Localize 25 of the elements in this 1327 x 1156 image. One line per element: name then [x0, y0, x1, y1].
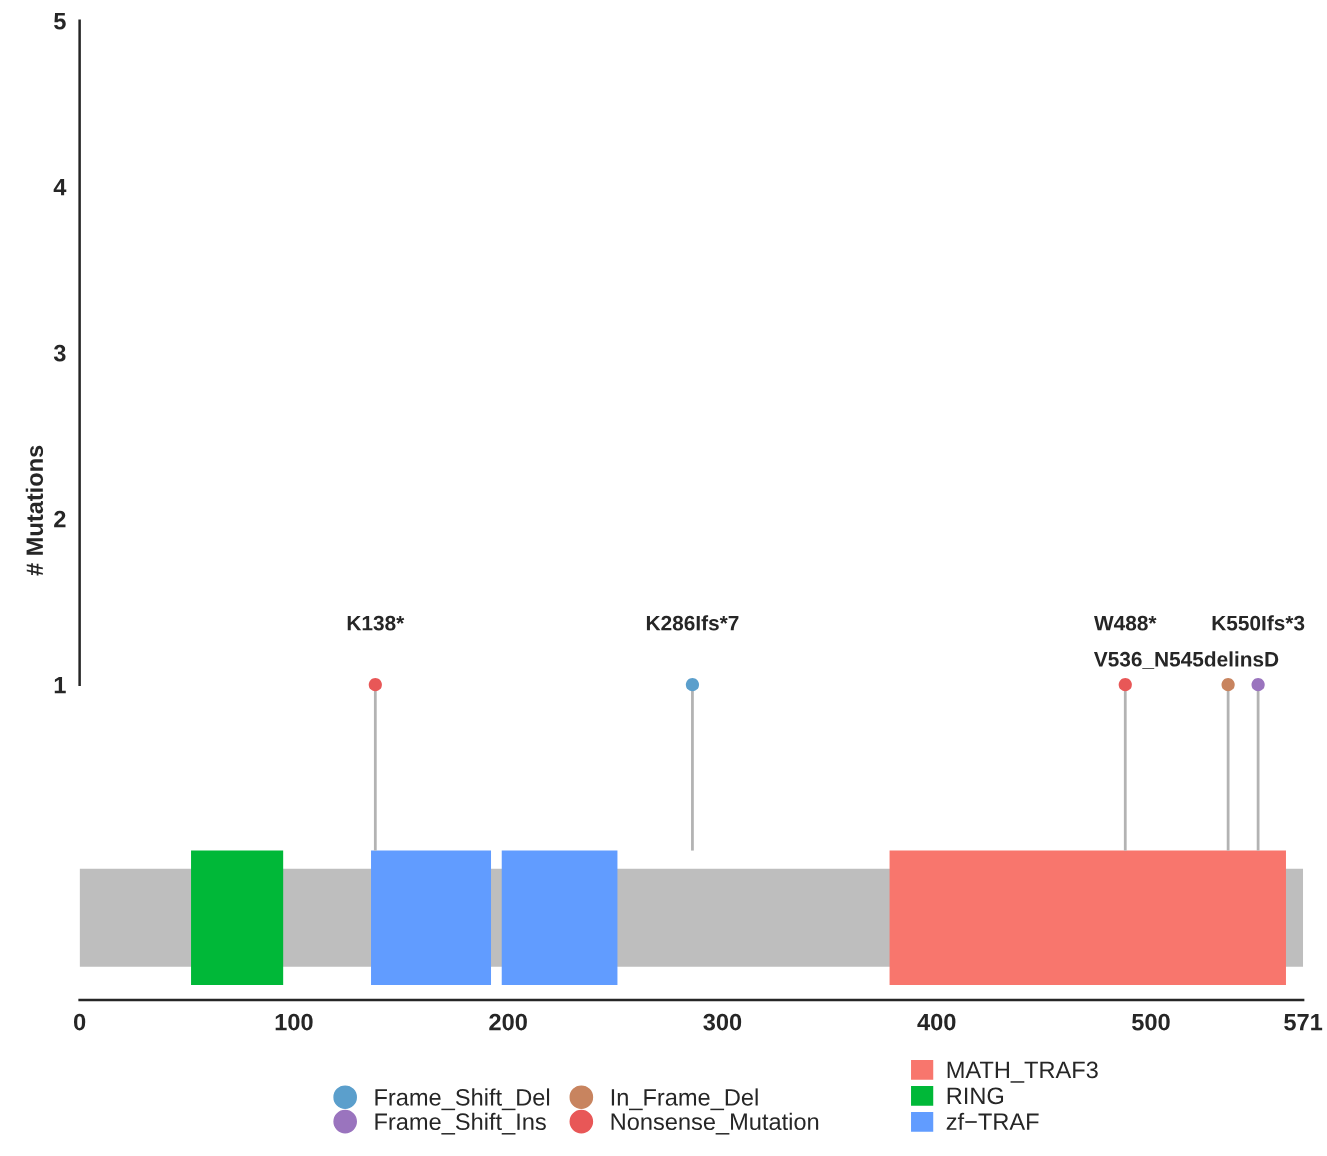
legend-label: In_Frame_Del: [611, 1088, 758, 1111]
legend-label: Frame_Shift_Del: [375, 1088, 550, 1111]
x-tick-label: 200: [489, 1013, 527, 1031]
annotation: K286Ifs*7: [646, 615, 739, 631]
y-tick-label: 5: [54, 13, 66, 30]
legend-label: MATH_TRAF3: [947, 1061, 1098, 1083]
x-tick-label: 100: [275, 1013, 313, 1031]
annotation: K550Ifs*3: [1212, 615, 1305, 631]
annotation: K138*: [347, 615, 405, 631]
legend-label: Frame_Shift_Ins: [375, 1112, 546, 1135]
y-tick-label: 4: [53, 179, 67, 196]
y-axis-title: # Mutations: [25, 445, 44, 576]
x-tick-label: 500: [1132, 1013, 1170, 1031]
y-tick-label: 3: [53, 344, 66, 362]
y-tick-label: 1: [54, 676, 66, 694]
legend-label: RING: [947, 1087, 1004, 1105]
y-tick-label: 2: [54, 510, 66, 528]
x-tick-label: 571: [1284, 1014, 1323, 1031]
annotation: V536_N545delinsD: [1093, 651, 1279, 669]
x-tick-label: 400: [917, 1013, 956, 1031]
annotation: W488*: [1094, 615, 1157, 631]
x-tick-label: 300: [703, 1013, 742, 1031]
legend-label: zf−TRAF: [946, 1112, 1039, 1130]
x-tick-label: 0: [73, 1013, 86, 1031]
legend-label: Nonsense_Mutation: [611, 1112, 819, 1135]
